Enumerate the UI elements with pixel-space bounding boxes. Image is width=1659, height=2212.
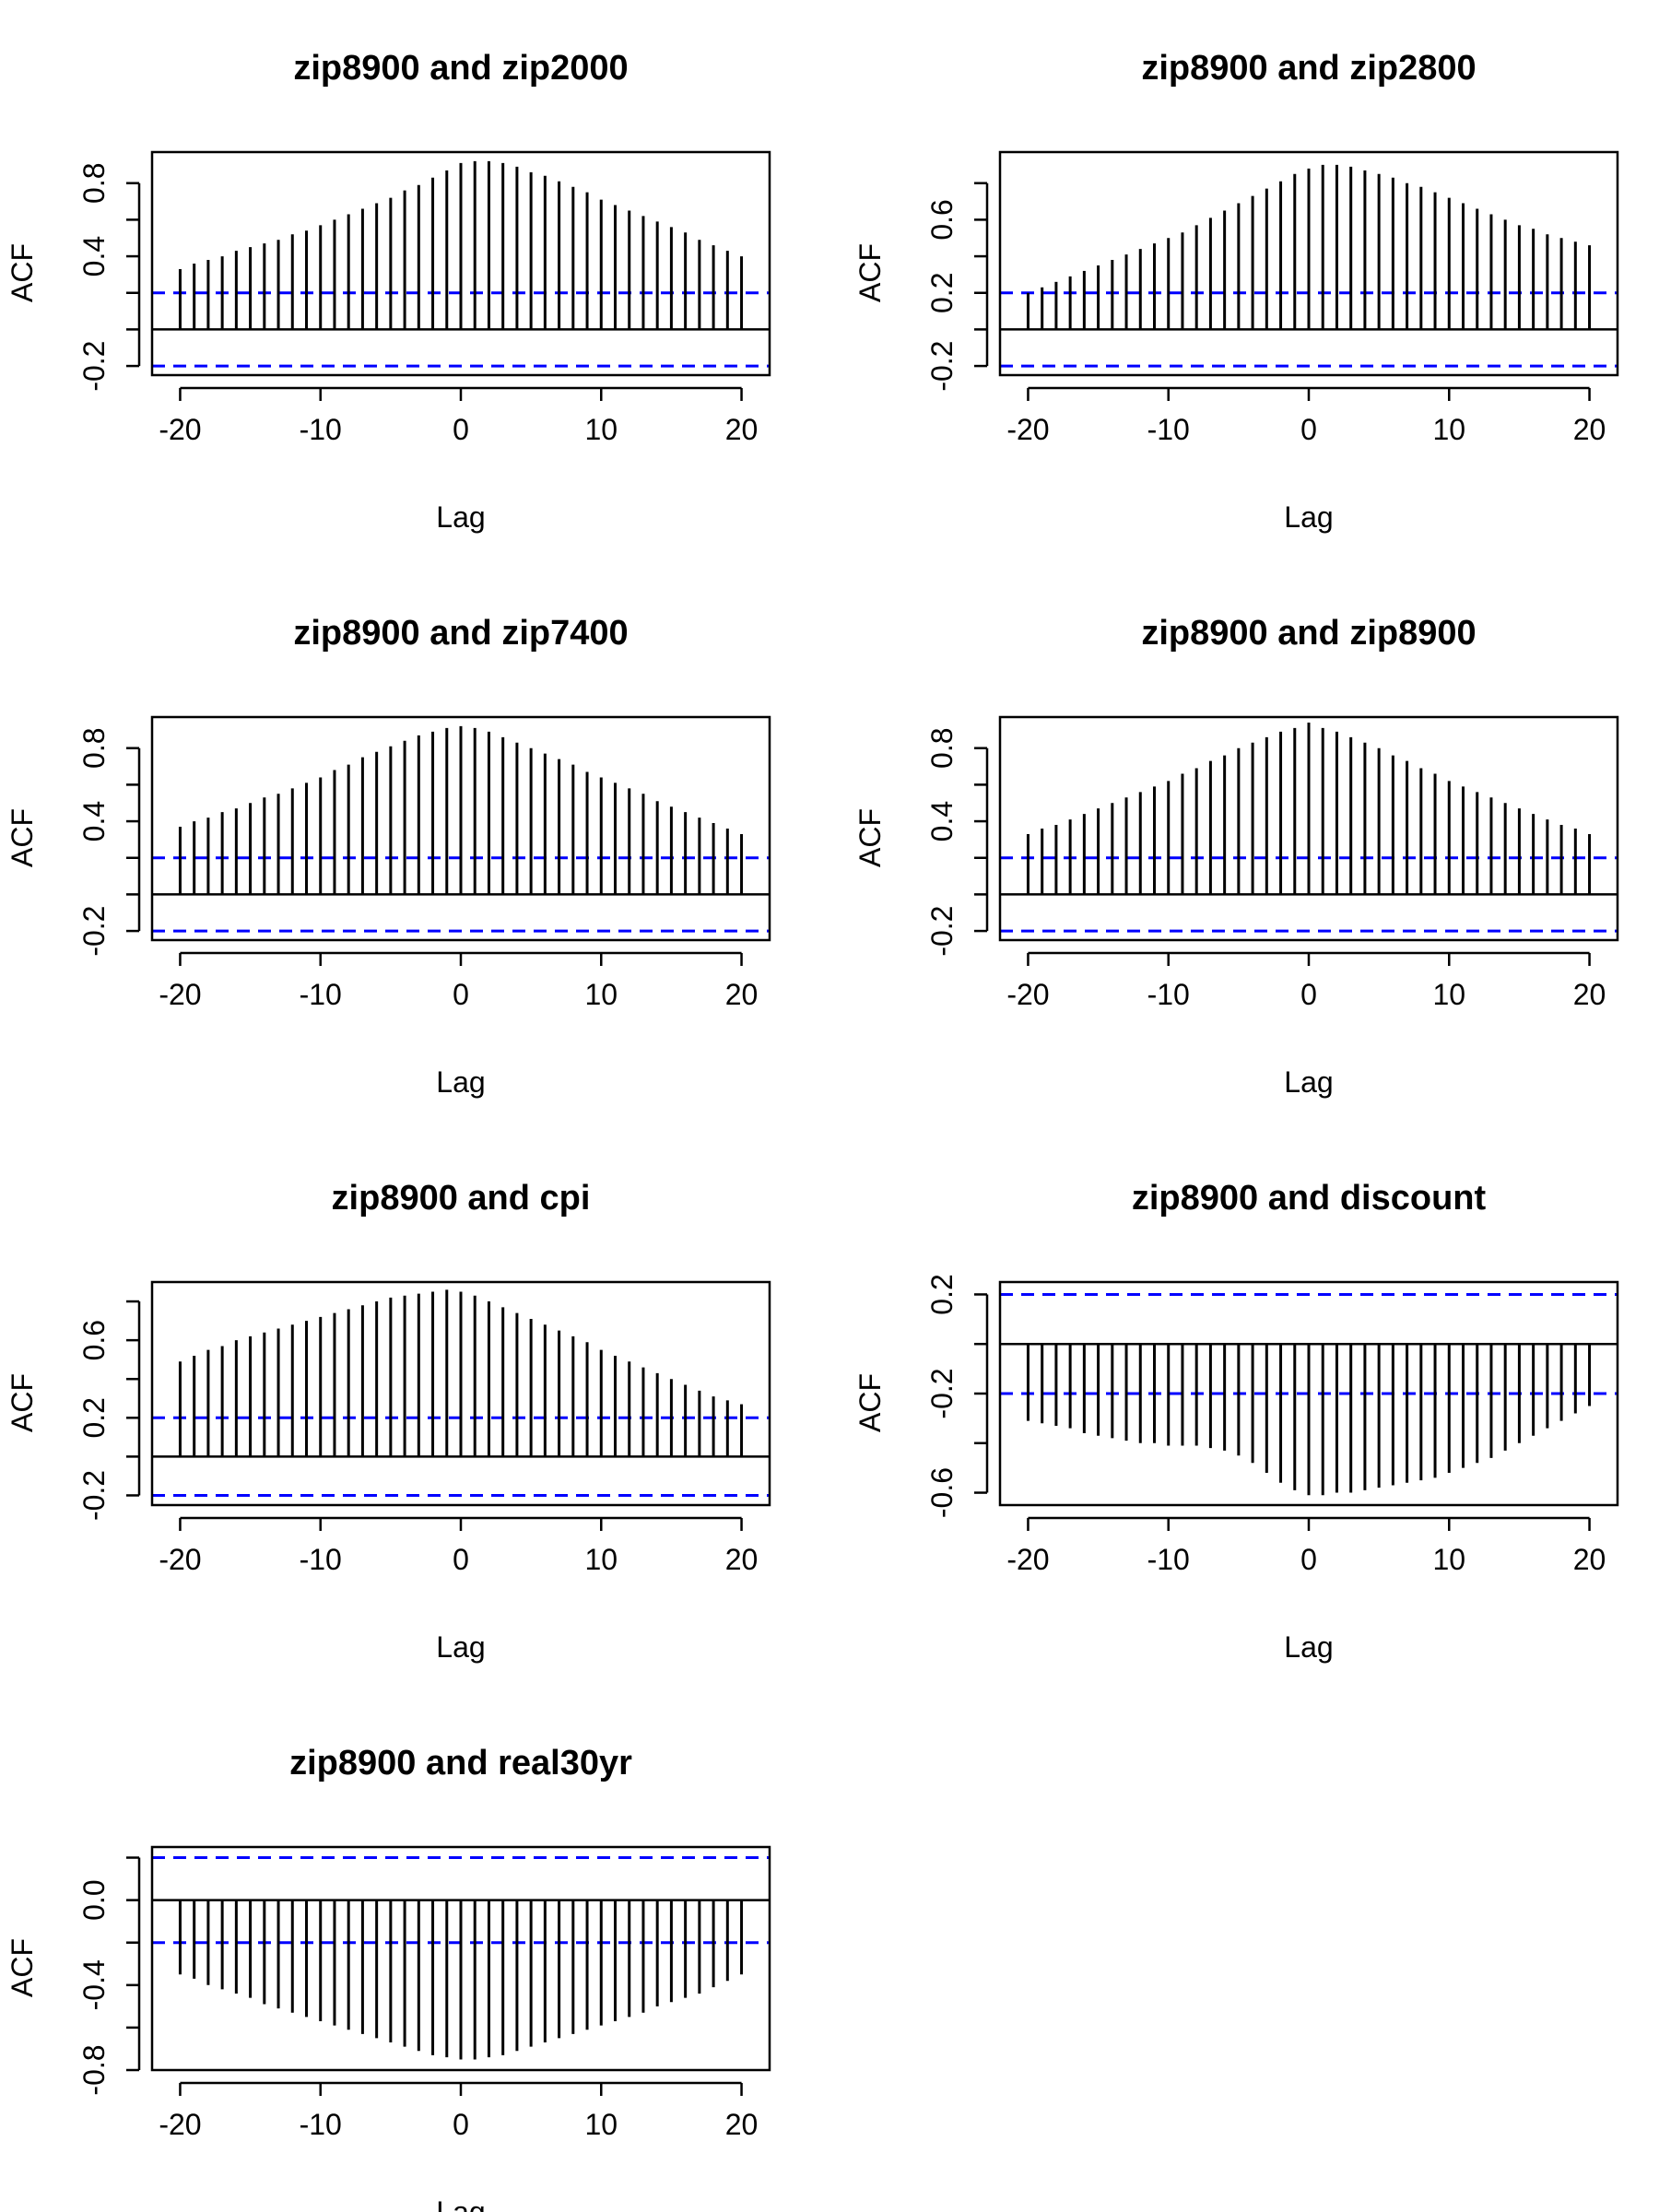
x-axis-label: Lag	[1284, 500, 1333, 534]
x-tick-label: 0	[1300, 978, 1317, 1011]
x-tick-label: 20	[725, 413, 759, 446]
chart-panel-6: zip8900 and discount -20 -10 0 10 20 -0.6 -0.2 0…	[853, 1179, 1619, 1664]
plot-frame	[150, 715, 771, 942]
plot-frame	[998, 715, 1619, 942]
y-tick-label: 0.4	[925, 801, 959, 841]
x-tick-label: -10	[1147, 978, 1190, 1011]
x-tick-label: 20	[1573, 413, 1606, 446]
x-tick-label: -20	[159, 978, 201, 1011]
x-tick-label: 20	[1573, 1543, 1606, 1576]
x-tick-label: 10	[1432, 1543, 1465, 1576]
x-axis-label: Lag	[436, 500, 485, 534]
x-tick-label: 0	[453, 413, 469, 446]
chart-title: zip8900 and real30yr	[289, 1744, 632, 1783]
y-tick-label: 0.8	[77, 162, 111, 203]
x-tick-label: 20	[725, 978, 759, 1011]
y-tick-label: -0.2	[925, 1368, 959, 1418]
x-tick-label: -20	[159, 1543, 201, 1576]
x-axis-label: Lag	[1284, 1630, 1333, 1664]
x-tick-label: -10	[300, 978, 342, 1011]
chart-panel-2: zip8900 and zip2800 -20 -10 0 10 20 -0.2 0.2 0.6…	[853, 49, 1619, 534]
y-tick-label: 0.8	[925, 727, 959, 768]
y-tick-label: -0.2	[77, 906, 111, 957]
chart-panel-3: zip8900 and zip7400 -20 -10 0 10 20 -0.2 0.4 0.8…	[6, 614, 771, 1099]
y-tick-label: 0.2	[925, 272, 959, 312]
y-axis-label: ACF	[6, 1938, 39, 1997]
x-tick-label: 20	[725, 2108, 759, 2141]
y-axis-label: ACF	[6, 808, 39, 867]
x-tick-label: 0	[1300, 413, 1317, 446]
x-tick-label: -10	[1147, 413, 1190, 446]
y-tick-label: 0.4	[77, 801, 111, 841]
y-axis-label: ACF	[6, 243, 39, 302]
x-tick-label: 10	[584, 413, 618, 446]
y-tick-label: 0.2	[925, 1274, 959, 1314]
y-tick-label: 0.0	[77, 1879, 111, 1920]
chart-title: zip8900 and zip7400	[293, 614, 628, 653]
x-tick-label: -20	[1006, 978, 1049, 1011]
y-tick-label: -0.8	[77, 2044, 111, 2095]
y-tick-label: 0.8	[77, 727, 111, 768]
x-axis-label: Lag	[1284, 1065, 1333, 1099]
x-tick-label: 10	[584, 2108, 618, 2141]
x-axis-label: Lag	[436, 1065, 485, 1099]
y-tick-label: 0.6	[925, 199, 959, 240]
x-tick-label: -20	[159, 413, 201, 446]
y-tick-label: 0.4	[77, 236, 111, 276]
y-tick-label: -0.4	[77, 1959, 111, 2010]
x-tick-label: 10	[1432, 413, 1465, 446]
y-axis-label: ACF	[853, 243, 887, 302]
y-tick-label: -0.6	[925, 1467, 959, 1518]
y-tick-label: 0.6	[77, 1320, 111, 1360]
y-axis-label: ACF	[853, 808, 887, 867]
x-tick-label: -20	[1006, 1543, 1049, 1576]
x-tick-label: -10	[300, 1543, 342, 1576]
y-axis-label: ACF	[853, 1373, 887, 1432]
y-tick-label: -0.2	[77, 341, 111, 392]
x-tick-label: 10	[584, 1543, 618, 1576]
x-tick-label: 0	[1300, 1543, 1317, 1576]
x-tick-label: 10	[1432, 978, 1465, 1011]
y-tick-label: -0.2	[77, 1470, 111, 1521]
y-tick-label: -0.2	[925, 341, 959, 392]
plot-frame	[150, 1280, 771, 1507]
x-tick-label: 0	[453, 978, 469, 1011]
x-tick-label: 20	[1573, 978, 1606, 1011]
chart-panel-5: zip8900 and cpi -20 -10 0 10 20 -0.2 0.2 0.6 Lag A…	[6, 1179, 771, 1664]
x-axis-label: Lag	[436, 2195, 485, 2212]
y-tick-label: -0.2	[925, 906, 959, 957]
chart-title: zip8900 and discount	[1132, 1179, 1487, 1218]
x-tick-label: 0	[453, 2108, 469, 2141]
chart-panel-7: zip8900 and real30yr -20 -10 0 10 20 -0.8 -0.4 0…	[6, 1744, 771, 2212]
plot-frame	[998, 1280, 1619, 1507]
x-tick-label: -10	[300, 413, 342, 446]
x-axis-label: Lag	[436, 1630, 485, 1664]
x-tick-label: -20	[1006, 413, 1049, 446]
x-tick-label: 20	[725, 1543, 759, 1576]
chart-panel-4: zip8900 and zip8900 -20 -10 0 10 20 -0.2 0.4 0.8…	[853, 614, 1619, 1099]
x-tick-label: 10	[584, 978, 618, 1011]
chart-title: zip8900 and zip2800	[1141, 49, 1476, 88]
plot-frame	[998, 150, 1619, 377]
x-tick-label: -20	[159, 2108, 201, 2141]
x-tick-label: 0	[453, 1543, 469, 1576]
y-tick-label: 0.2	[77, 1397, 111, 1438]
chart-title: zip8900 and zip8900	[1141, 614, 1476, 653]
plot-frame	[150, 150, 771, 377]
chart-title: zip8900 and cpi	[332, 1179, 591, 1218]
x-tick-label: -10	[300, 2108, 342, 2141]
plot-frame	[150, 1845, 771, 2072]
x-tick-label: -10	[1147, 1543, 1190, 1576]
chart-panel-1: zip8900 and zip2000 -20 -10 0 10 20 -0.2 0.4 0.8…	[6, 49, 771, 534]
chart-title: zip8900 and zip2000	[293, 49, 628, 88]
y-axis-label: ACF	[6, 1373, 39, 1432]
